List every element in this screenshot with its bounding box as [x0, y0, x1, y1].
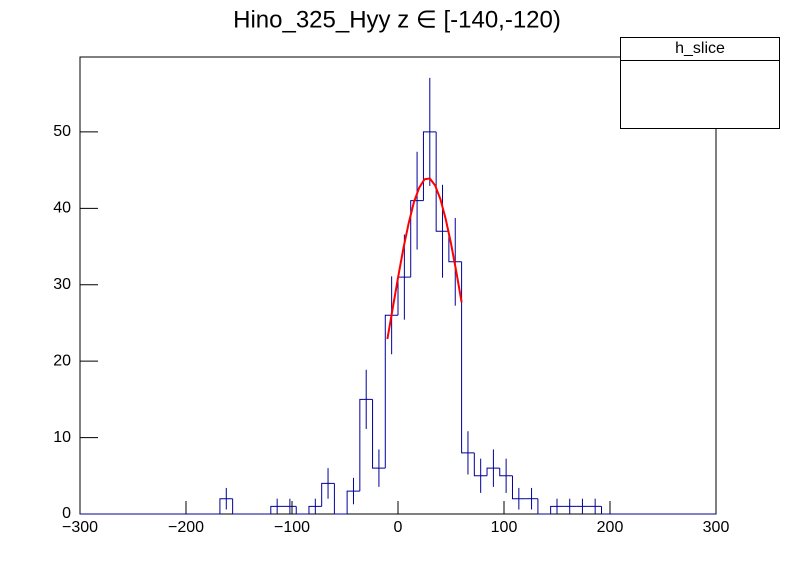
x-tick-label: −300 — [62, 519, 98, 536]
histogram-bin — [232, 498, 246, 515]
histogram-bin — [219, 498, 233, 514]
x-tick-label: 0 — [394, 519, 403, 536]
chart-title: Hino_325_Hyy z ∈ [-140,-120) — [233, 6, 561, 33]
histogram-bin — [486, 467, 500, 476]
histogram-bin — [499, 468, 513, 477]
histogram-bin — [435, 131, 449, 232]
stats-title: h_slice — [675, 40, 725, 57]
histogram-bin — [461, 261, 475, 454]
histogram-bin — [511, 475, 526, 500]
histogram-bin — [346, 490, 360, 514]
x-tick-label: 200 — [597, 519, 624, 536]
x-tick-label: −100 — [274, 519, 310, 536]
histogram-bin — [270, 505, 284, 514]
histogram-bin — [321, 482, 335, 507]
histogram-bin — [448, 231, 462, 263]
y-tick-label: 30 — [53, 276, 71, 293]
histogram-bin — [333, 483, 348, 515]
y-tick-label: 40 — [53, 200, 71, 217]
stats-box: h_slice — [620, 37, 780, 129]
x-tick-label: −200 — [168, 519, 204, 536]
histogram-bin — [410, 200, 424, 278]
histogram-bin — [359, 398, 373, 492]
histogram-bin — [308, 505, 322, 514]
x-tick-label: 100 — [491, 519, 518, 536]
histogram-bin — [372, 399, 386, 469]
histogram-bin — [422, 131, 437, 201]
histogram-bin — [537, 498, 551, 515]
histogram-bin — [384, 314, 398, 469]
y-tick-label: 0 — [62, 505, 71, 522]
y-tick-label: 10 — [53, 429, 71, 446]
y-tick-label: 50 — [53, 123, 71, 140]
stats-frame — [620, 37, 780, 129]
y-tick-label: 20 — [53, 352, 71, 369]
histogram-bin — [473, 452, 488, 477]
histogram-bin — [550, 505, 564, 514]
x-tick-label: 300 — [703, 519, 730, 536]
histogram-bin — [601, 506, 615, 515]
histogram-bin — [295, 506, 309, 515]
fit-curve — [386, 177, 463, 340]
